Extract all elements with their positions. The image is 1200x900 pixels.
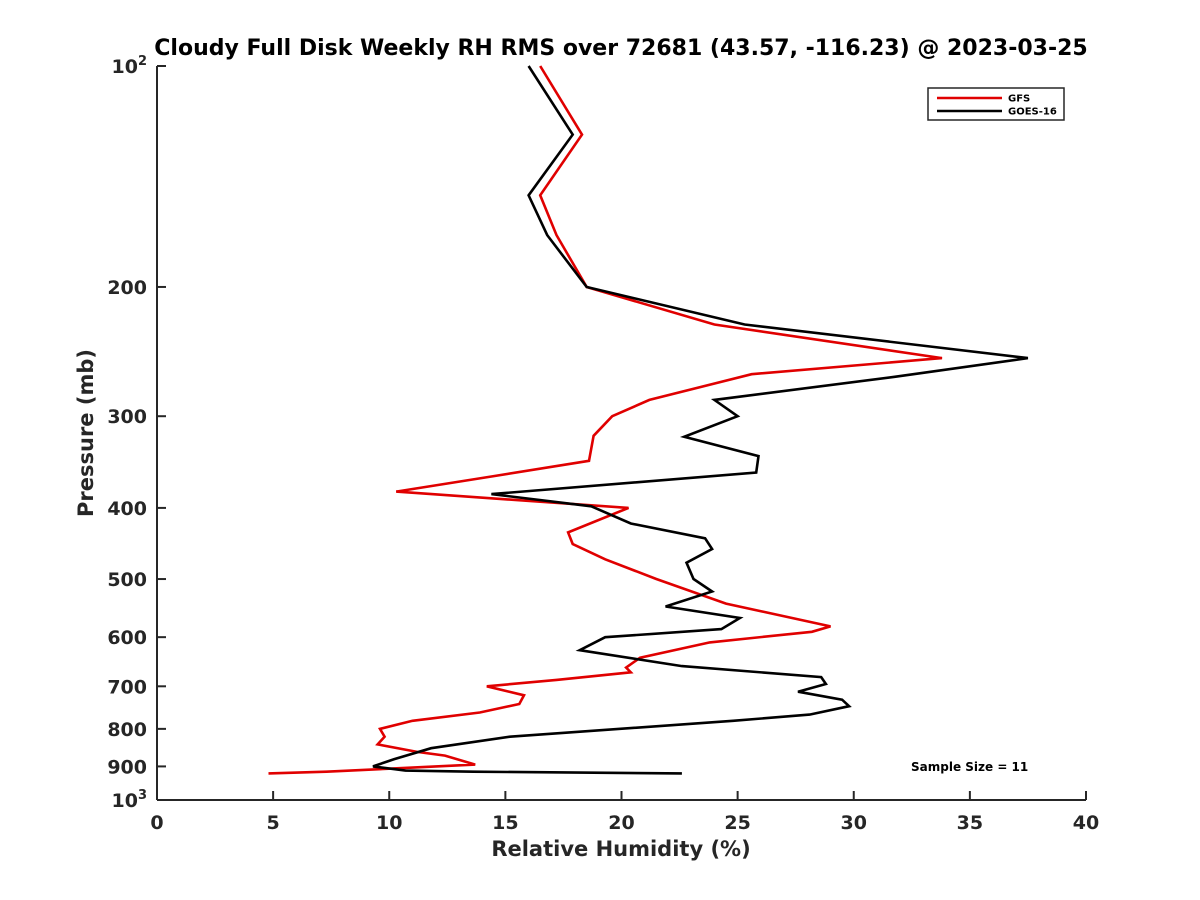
legend: GFS GOES-16 — [927, 87, 1065, 121]
y-ticks: 102 200 300 400 500 600 700 800 900 103 — [107, 54, 166, 812]
series-line-gfs — [268, 65, 943, 775]
y-tick-label: 900 — [107, 756, 147, 778]
x-tick-label: 25 — [724, 812, 750, 834]
legend-label-gfs: GFS — [1008, 94, 1030, 105]
y-tick-label: 400 — [107, 498, 147, 520]
x-tick-label: 20 — [608, 812, 634, 834]
x-tick-label: 40 — [1073, 812, 1099, 834]
x-tick-label: 35 — [957, 812, 983, 834]
x-ticks: 0 5 10 15 20 25 30 35 40 — [150, 791, 1099, 834]
legend-label-goes-16: GOES-16 — [1008, 107, 1057, 118]
chart-title: Cloudy Full Disk Weekly RH RMS over 7268… — [154, 36, 1087, 61]
sample-size-annotation: Sample Size = 11 — [911, 760, 1028, 774]
x-axis-title: Relative Humidity (%) — [491, 837, 750, 861]
series-line-goes-16 — [372, 65, 1029, 775]
y-tick-label: 102 — [112, 54, 148, 78]
y-tick-label: 103 — [112, 788, 148, 812]
x-tick-label: 15 — [492, 812, 518, 834]
series-layer — [268, 65, 1029, 775]
y-tick-label: 500 — [107, 569, 147, 591]
x-tick-label: 10 — [376, 812, 402, 834]
y-tick-label: 700 — [107, 676, 147, 698]
y-tick-label: 200 — [107, 277, 147, 299]
x-tick-label: 30 — [841, 812, 867, 834]
x-tick-label: 0 — [150, 812, 163, 834]
y-tick-label: 800 — [107, 719, 147, 741]
legend-box — [927, 87, 1065, 121]
y-axis-title: Pressure (mb) — [74, 349, 98, 517]
y-tick-label: 300 — [107, 406, 147, 428]
x-tick-label: 5 — [267, 812, 280, 834]
axes — [156, 66, 1086, 801]
y-tick-label: 600 — [107, 627, 147, 649]
